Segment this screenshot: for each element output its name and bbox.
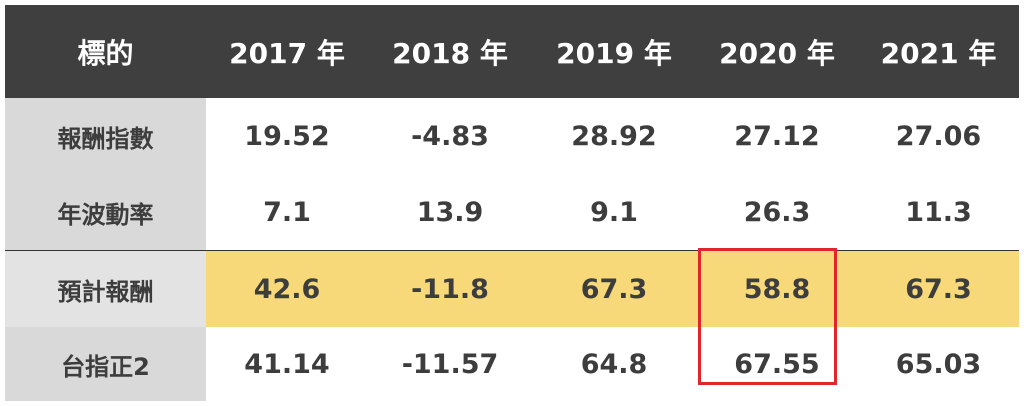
table-cell: -4.83 xyxy=(411,120,489,152)
row-label: 報酬指數 xyxy=(5,98,206,174)
table-cell: 67.3 xyxy=(580,273,648,305)
table-cell: 27.12 xyxy=(734,120,820,152)
table-row-taiex-2x: 台指正2 41.14 -11.57 64.8 67.55 65.03 xyxy=(5,327,1019,401)
table-row-expected-return: 預計報酬 42.6 -11.8 67.3 58.8 67.3 xyxy=(5,251,1019,327)
table-cell: 13.9 xyxy=(416,197,484,228)
table-cell: -11.8 xyxy=(411,273,489,305)
table-cell: 41.14 xyxy=(244,348,330,380)
row-label: 年波動率 xyxy=(5,174,206,251)
table-cell: 67.55 xyxy=(734,348,820,380)
table-cell: 11.3 xyxy=(905,197,972,228)
header-2020: 2020 年 xyxy=(719,36,835,70)
table-row-volatility: 年波動率 7.1 13.9 9.1 26.3 11.3 xyxy=(5,174,1019,251)
header-2017: 2017 年 xyxy=(229,36,345,70)
row-label: 台指正2 xyxy=(5,327,206,401)
table-cell: 7.1 xyxy=(263,197,311,228)
table-cell: 26.3 xyxy=(743,197,811,228)
row-label: 預計報酬 xyxy=(5,251,206,327)
table-cell: 28.92 xyxy=(571,120,657,152)
table-cell: 67.3 xyxy=(905,273,972,305)
table-cell: 27.06 xyxy=(895,120,982,152)
table-cell: -11.57 xyxy=(401,348,499,380)
table-cell: 19.52 xyxy=(244,120,330,152)
header-2019: 2019 年 xyxy=(556,36,672,70)
table-cell: 42.6 xyxy=(253,273,321,305)
table-cell: 58.8 xyxy=(743,273,811,305)
table-cell: 64.8 xyxy=(580,348,648,380)
table-header-row: 標的 2017 年 2018 年 2019 年 2020 年 2021 年 xyxy=(5,5,1019,98)
comparison-table: 標的 2017 年 2018 年 2019 年 2020 年 2021 年 報酬… xyxy=(5,5,1019,401)
header-2018: 2018 年 xyxy=(392,36,508,70)
table-row-return-index: 報酬指數 19.52 -4.83 28.92 27.12 27.06 xyxy=(5,98,1019,174)
table-cell: 65.03 xyxy=(895,348,982,380)
table-cell: 9.1 xyxy=(590,197,638,228)
header-2021: 2021 年 xyxy=(880,36,997,70)
header-target: 標的 xyxy=(77,36,134,70)
